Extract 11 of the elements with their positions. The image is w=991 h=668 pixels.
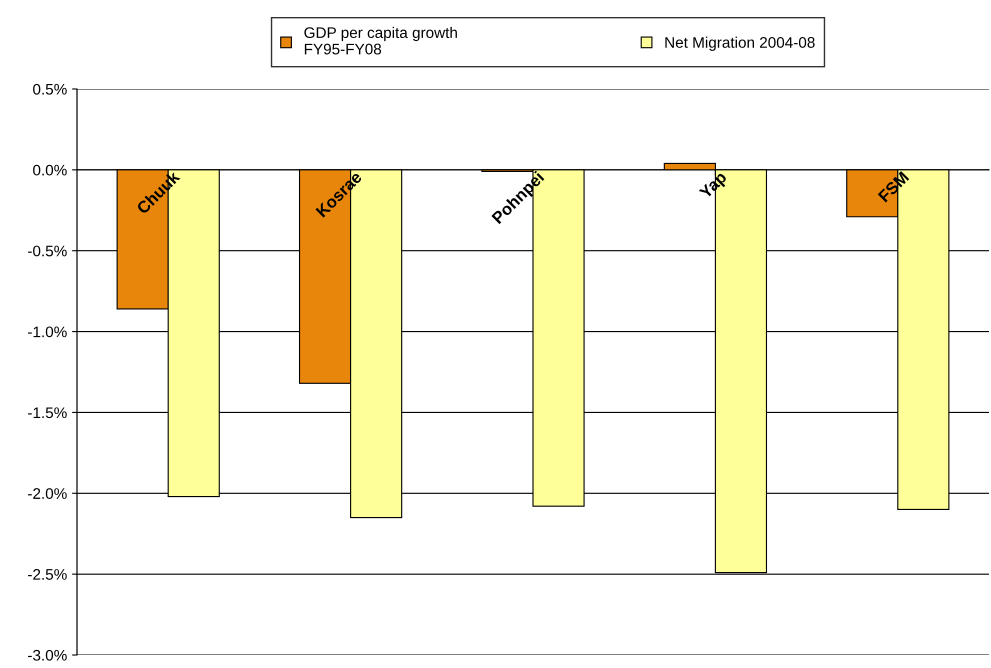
x-tick-label: Yap — [698, 170, 730, 202]
legend-label: Net Migration 2004-08 — [665, 36, 815, 51]
y-tick-label: -3.0% — [28, 650, 67, 661]
y-tick-label: -2.0% — [28, 488, 67, 499]
y-tick-label: -0.5% — [28, 246, 67, 256]
y-tick-label: -1.0% — [28, 326, 67, 338]
legend-label: GDP per capita growth FY95-FY08 — [304, 26, 457, 55]
y-tick-label: 0.0% — [33, 164, 67, 176]
y-tick-label: -1.5% — [28, 407, 67, 418]
y-tick-label: -2.5% — [28, 569, 67, 580]
y-tick-label: 0.5% — [33, 84, 67, 95]
